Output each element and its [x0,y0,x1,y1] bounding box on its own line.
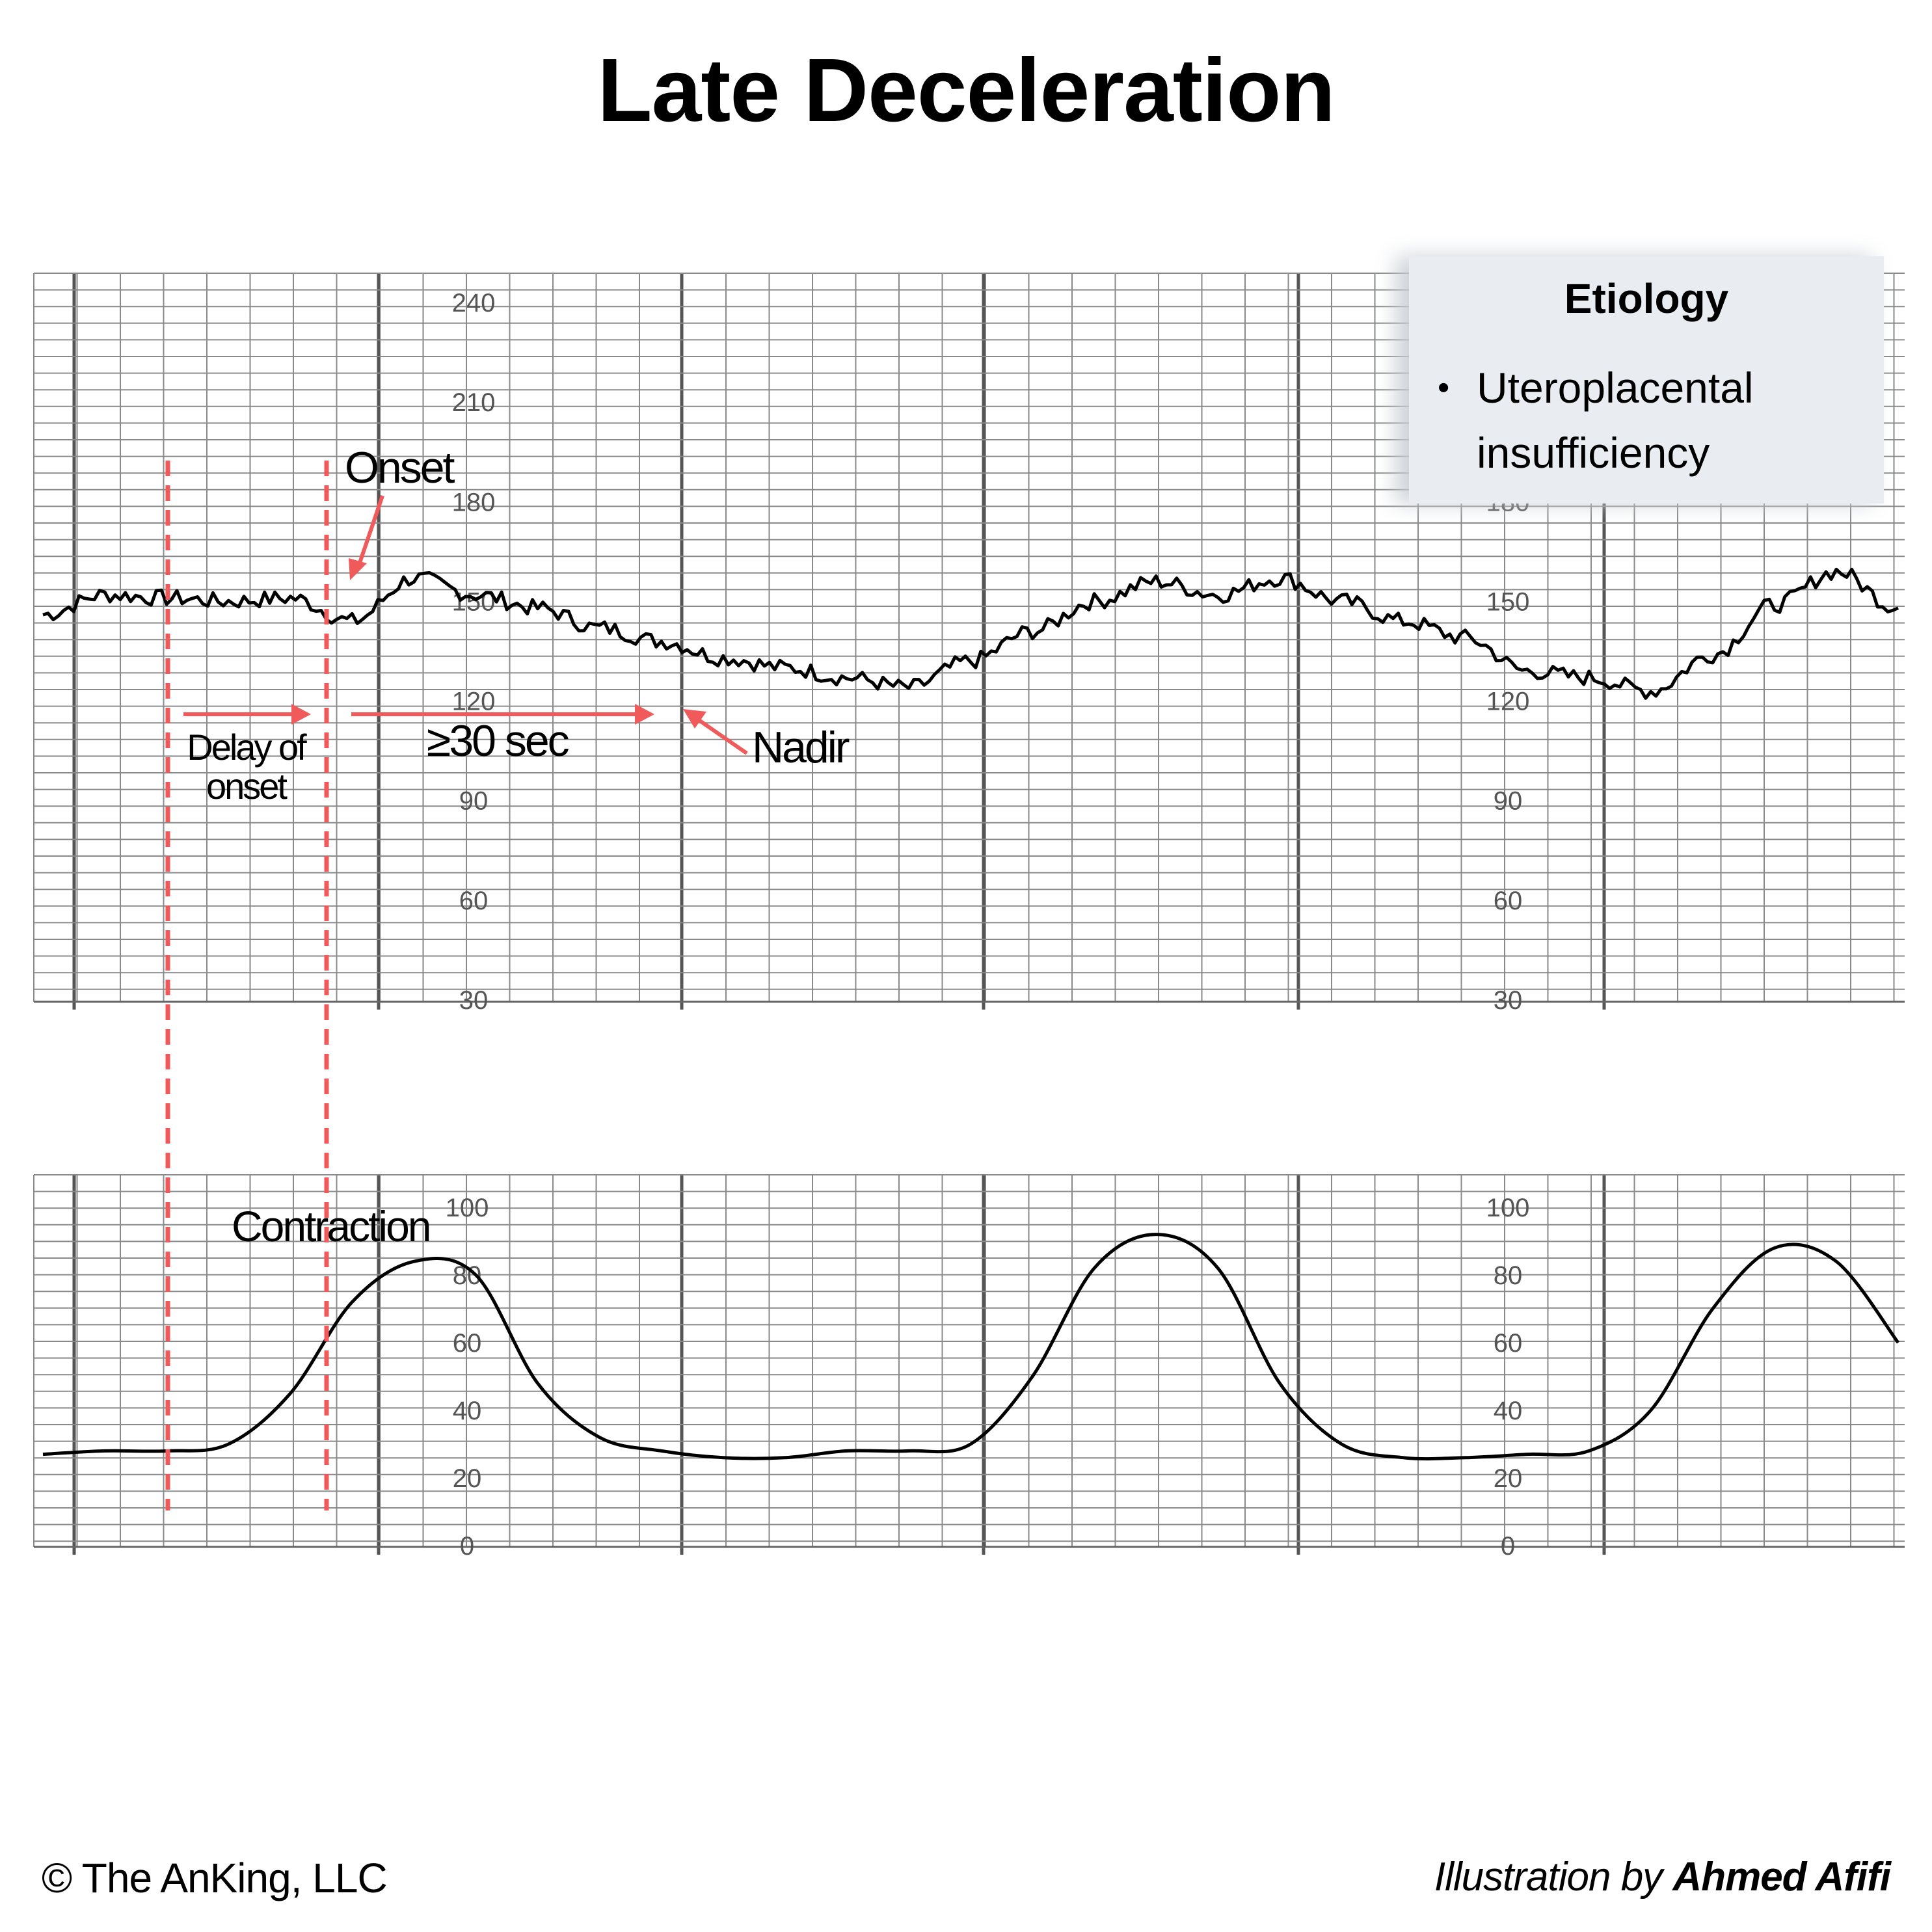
nadir-arrow [695,716,748,755]
delay-arrowhead [291,704,311,725]
fhr-tick-labels: 240210180150120906030180150120906030 [452,289,1530,1015]
uc-grid [33,1174,1905,1555]
delay-label-line2: onset [206,766,288,807]
onset-label: Onset [345,443,455,492]
illustration-credit: Illustration by Ahmed Afifi [1434,1854,1891,1900]
duration-arrowhead [635,704,654,725]
fhr-tick-label: 240 [452,289,496,317]
uc-trace [42,1233,1899,1461]
etiology-box: Etiology Uteroplacental insufficiency [1409,256,1884,503]
credit-prefix: Illustration by [1434,1855,1663,1899]
uc-tick-label: 0 [460,1532,474,1561]
uc-tick-label: 40 [1494,1397,1523,1425]
fhr-tick-label: 210 [452,388,496,417]
fhr-tick-label-right: 120 [1486,688,1530,716]
uc-tick-label: 60 [453,1329,482,1358]
uc-tick-label: 20 [1494,1464,1523,1493]
uc-tick-label: 40 [453,1397,482,1425]
nadir-arrowhead [683,709,706,729]
uc-tick-label: 80 [1494,1261,1523,1290]
uc-tick-label: 0 [1501,1532,1515,1561]
fhr-grid [33,273,1905,1010]
etiology-list: Uteroplacental insufficiency [1438,355,1841,485]
fhr-tick-label-right: 90 [1494,787,1523,816]
etiology-item: Uteroplacental insufficiency [1438,355,1841,485]
fhr-trace [42,567,1899,700]
uc-tick-label: 60 [1494,1329,1523,1358]
copyright-notice: © The AnKing, LLC [42,1855,388,1901]
fhr-tick-label: 90 [459,787,489,816]
onset-arrow [356,495,384,569]
page-title: Late Deceleration [597,40,1335,141]
uc-tick-label: 100 [1486,1194,1530,1222]
onset-arrowhead [349,558,367,580]
duration-label: ≥30 sec [427,716,569,766]
uc-tick-label: 20 [453,1464,482,1493]
fhr-tick-label: 60 [459,887,489,915]
fhr-tick-label: 180 [452,488,496,517]
delay-label-line1: Delay of [187,727,307,768]
fhr-tick-label: 30 [459,986,489,1015]
nadir-label: Nadir [752,723,850,772]
etiology-title: Etiology [1564,275,1729,322]
fhr-tick-label-right: 30 [1494,986,1523,1015]
annotation-layer: Onset Delay of onset ≥30 sec Nadir Contr… [165,443,852,1510]
fhr-tick-label: 120 [452,688,496,716]
uc-tick-label: 100 [446,1194,489,1222]
fhr-tick-label-right: 60 [1494,887,1523,915]
credit-name: Ahmed Afifi [1672,1855,1891,1899]
contraction-label: Contraction [232,1202,430,1250]
fhr-tick-label-right: 150 [1486,587,1530,616]
